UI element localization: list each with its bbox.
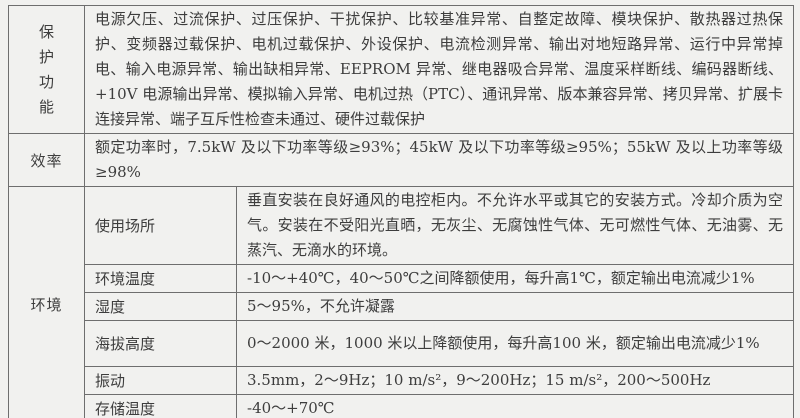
- table-row-env-temperature: 环境温度 -10～+40℃，40～50℃之间降额使用，每升高1℃，额定输出电流减…: [9, 264, 794, 293]
- table-row-env-location: 环境 使用场所 垂直安装在良好通风的电控柜内。不允许水平或其它的安装方式。冷却介…: [8, 186, 794, 418]
- table-row-env-humidity: 湿度 5～95%，不允许凝露: [9, 292, 794, 321]
- row-header-environment: 环境: [8, 186, 85, 418]
- env-label-altitude: 海拔高度: [84, 320, 237, 367]
- env-label-location: 使用场所: [84, 186, 237, 265]
- table-row-efficiency: 效率 额定功率时，7.5kW 及以下功率等级≥93%；45kW 及以下功率等级≥…: [8, 133, 794, 187]
- row-header-protection: 保护功能: [8, 5, 85, 134]
- env-content-humidity: 5～95%，不允许凝露: [236, 292, 794, 321]
- env-content-vibration: 3.5mm，2～9Hz；10 m/s²，9～200Hz；15 m/s²，200～…: [236, 366, 794, 395]
- specification-table: 保护功能 电源欠压、过流保护、过压保护、干扰保护、比较基准异常、自整定故障、模块…: [8, 5, 794, 418]
- env-content-storage-temp: -40～+70℃: [236, 394, 794, 418]
- env-label-temperature: 环境温度: [84, 264, 237, 293]
- env-content-temperature: -10～+40℃，40～50℃之间降额使用，每升高1℃，额定输出电流减少1%: [236, 264, 794, 293]
- table-row-env-storage-temp: 存储温度 -40～+70℃: [9, 394, 794, 418]
- env-label-humidity: 湿度: [84, 292, 237, 321]
- env-label-vibration: 振动: [84, 366, 237, 395]
- table-row-env-altitude: 海拔高度 0～2000 米，1000 米以上降额使用，每升高100 米，额定输出…: [9, 320, 794, 367]
- protection-content-cell: 电源欠压、过流保护、过压保护、干扰保护、比较基准异常、自整定故障、模块保护、散热…: [84, 5, 794, 134]
- env-label-storage-temp: 存储温度: [84, 394, 237, 418]
- env-content-location: 垂直安装在良好通风的电控柜内。不允许水平或其它的安装方式。冷却介质为空气。安装在…: [236, 186, 794, 265]
- table-row-env-vibration: 振动 3.5mm，2～9Hz；10 m/s²，9～200Hz；15 m/s²，2…: [9, 366, 794, 395]
- efficiency-content-cell: 额定功率时，7.5kW 及以下功率等级≥93%；45kW 及以下功率等级≥95%…: [84, 133, 794, 187]
- env-content-altitude: 0～2000 米，1000 米以上降额使用，每升高100 米，额定输出电流减少1…: [236, 320, 794, 367]
- row-header-protection-label: 保护功能: [38, 22, 54, 116]
- table-row-protection: 保护功能 电源欠压、过流保护、过压保护、干扰保护、比较基准异常、自整定故障、模块…: [8, 5, 794, 134]
- row-header-efficiency: 效率: [8, 133, 85, 187]
